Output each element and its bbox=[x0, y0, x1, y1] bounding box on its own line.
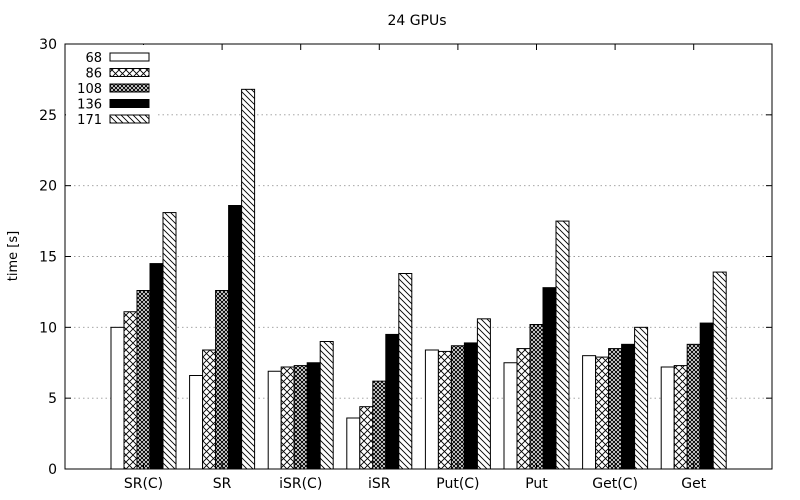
legend-label: 86 bbox=[85, 67, 102, 82]
legend-swatch bbox=[109, 114, 150, 124]
bar-68-Get bbox=[660, 366, 675, 470]
y-tick-label: 30 bbox=[39, 37, 57, 53]
bar-171-iSR(C) bbox=[319, 341, 334, 470]
x-tick-label: Get(C) bbox=[592, 476, 638, 492]
grid-lines bbox=[65, 114, 772, 399]
bar-86-SR bbox=[202, 349, 217, 470]
bar-86-iSR bbox=[359, 406, 374, 470]
y-tick-label: 25 bbox=[39, 108, 57, 124]
bar-108-iSR(C) bbox=[293, 365, 308, 470]
bar-68-Put(C) bbox=[424, 349, 439, 470]
bar-68-Get(C) bbox=[582, 355, 597, 470]
legend-label: 171 bbox=[77, 113, 102, 128]
legend-swatch bbox=[109, 83, 150, 93]
bar-136-Get bbox=[699, 322, 714, 470]
plot-frame bbox=[64, 43, 773, 470]
bar-171-Get bbox=[712, 271, 727, 470]
legend-label: 68 bbox=[85, 51, 102, 66]
bar-171-Put bbox=[555, 220, 570, 470]
bar-108-SR(C) bbox=[136, 290, 151, 470]
bar-68-iSR(C) bbox=[267, 370, 282, 470]
legend-label: 136 bbox=[77, 98, 102, 113]
bar-108-Get bbox=[686, 343, 701, 470]
y-tick-label: 5 bbox=[48, 391, 57, 407]
bar-108-Put(C) bbox=[450, 345, 465, 470]
bar-68-SR bbox=[189, 375, 204, 470]
x-tick-label: iSR(C) bbox=[279, 476, 322, 492]
bar-68-SR(C) bbox=[110, 326, 125, 470]
x-tick-label: Put bbox=[525, 476, 548, 492]
bar-171-SR bbox=[241, 88, 256, 470]
bar-86-SR(C) bbox=[123, 311, 138, 470]
bars bbox=[110, 88, 727, 470]
x-tick-label: SR(C) bbox=[124, 476, 163, 492]
y-tick-label: 0 bbox=[48, 462, 57, 478]
bar-86-Put(C) bbox=[437, 350, 452, 470]
bar-136-iSR(C) bbox=[306, 362, 321, 470]
bar-86-iSR(C) bbox=[280, 366, 295, 470]
bar-86-Get bbox=[673, 365, 688, 470]
bar-136-Put bbox=[542, 287, 557, 470]
y-tick-label: 10 bbox=[39, 320, 57, 336]
bar-171-Put(C) bbox=[476, 318, 491, 470]
x-tick-label: Put(C) bbox=[436, 476, 479, 492]
chart-title: 24 GPUs bbox=[387, 13, 446, 29]
y-tick-label: 20 bbox=[39, 179, 57, 195]
x-tick-label: SR bbox=[213, 476, 232, 492]
legend-label: 108 bbox=[77, 82, 102, 97]
bar-136-Put(C) bbox=[463, 342, 478, 470]
bar-108-SR bbox=[215, 290, 230, 470]
bar-171-SR(C) bbox=[162, 212, 177, 470]
y-axis-label: time [s] bbox=[6, 231, 21, 281]
legend-swatch bbox=[109, 99, 150, 108]
bar-86-Put bbox=[516, 348, 531, 470]
bar-108-Put bbox=[529, 324, 544, 470]
y-tick-label: 15 bbox=[39, 250, 57, 266]
x-axis-ticks: SR(C) SR iSR(C) iSR Put(C) Put Get(C) Get bbox=[124, 44, 707, 492]
bar-136-iSR bbox=[385, 333, 400, 470]
bar-86-Get(C) bbox=[595, 356, 610, 470]
bar-171-Get(C) bbox=[634, 326, 649, 470]
bar-68-Put bbox=[503, 362, 518, 470]
legend-swatch bbox=[109, 52, 150, 62]
bar-68-iSR bbox=[346, 417, 361, 470]
bar-171-iSR bbox=[398, 273, 413, 470]
bar-136-SR bbox=[228, 205, 243, 470]
x-tick-label: iSR bbox=[368, 476, 391, 492]
bar-108-Get(C) bbox=[608, 348, 623, 470]
x-tick-label: Get bbox=[681, 476, 706, 492]
bar-136-SR(C) bbox=[149, 263, 164, 470]
bar-136-Get(C) bbox=[621, 343, 636, 470]
bar-108-iSR bbox=[372, 380, 387, 470]
legend-swatch bbox=[109, 68, 150, 77]
